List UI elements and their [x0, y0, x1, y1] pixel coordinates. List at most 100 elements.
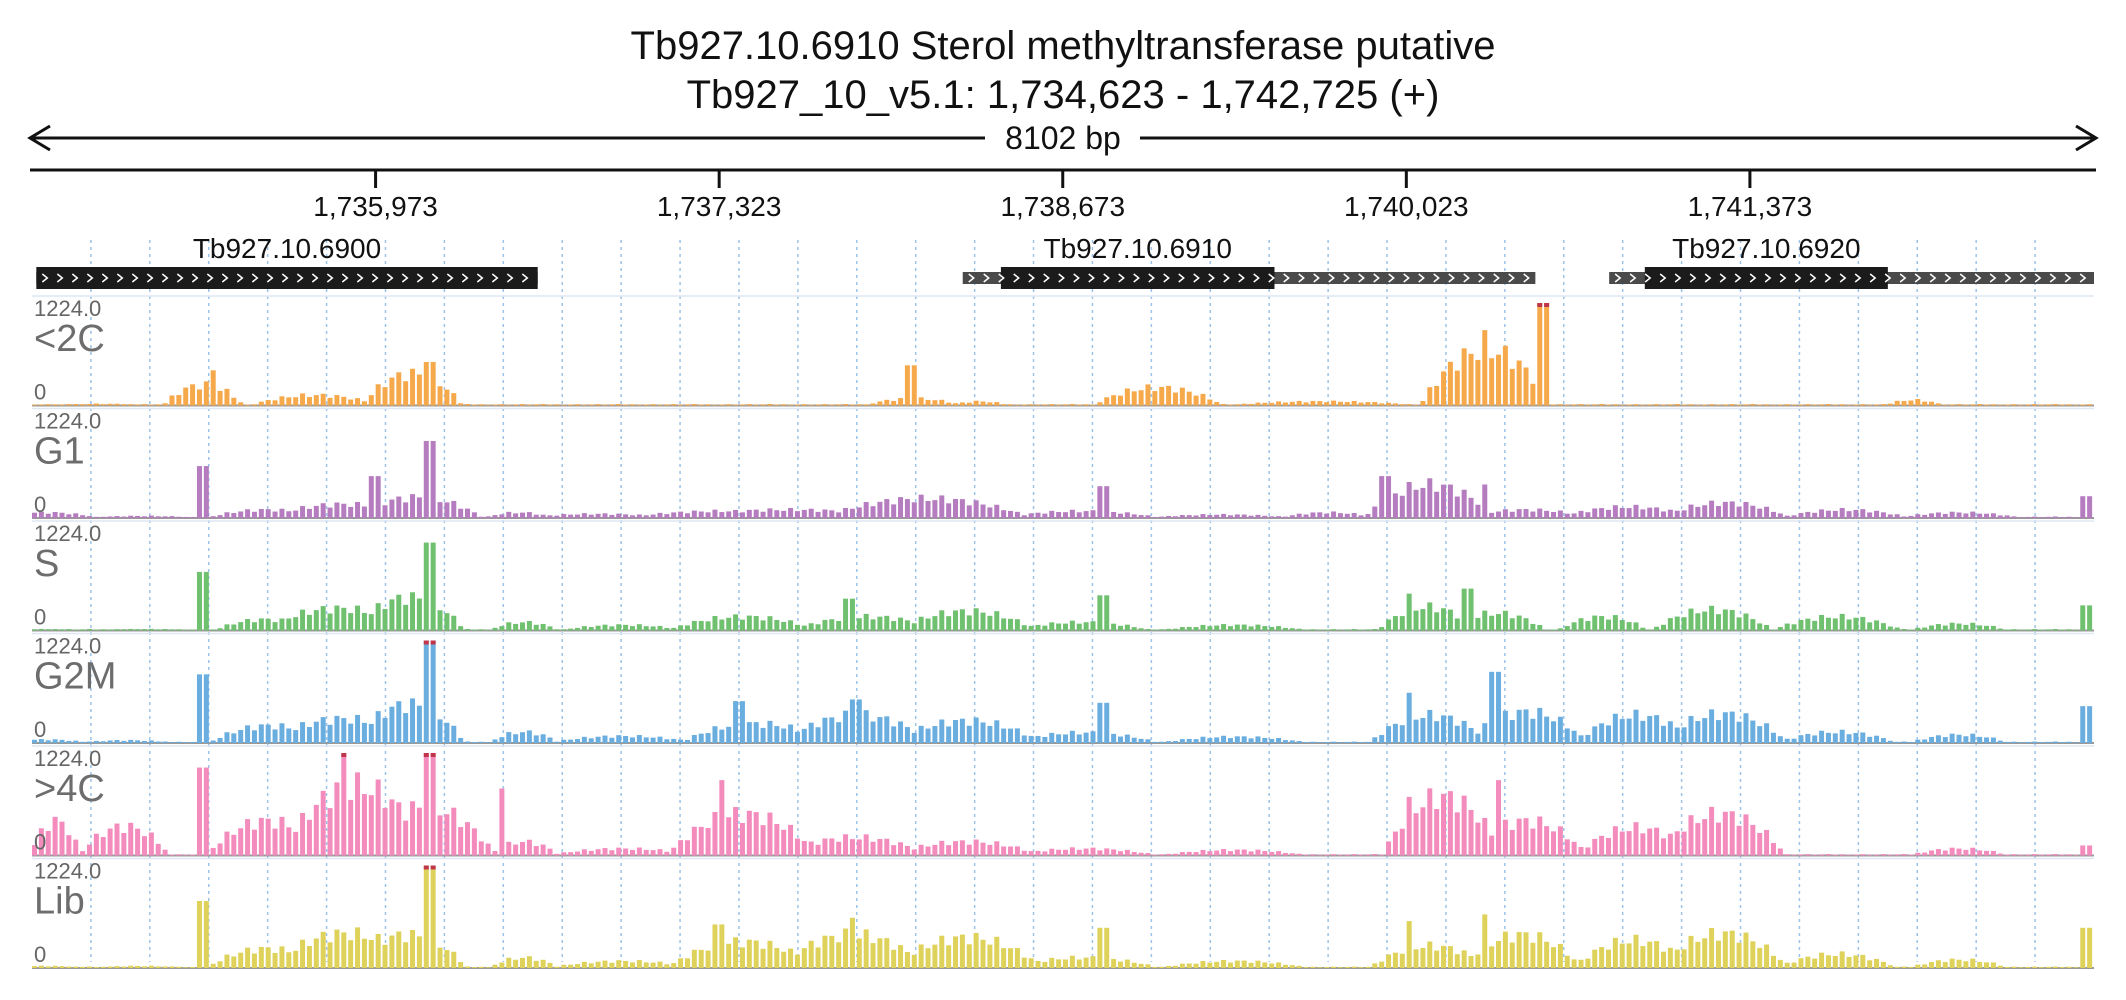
- coverage-bar: [52, 629, 58, 631]
- coverage-bar: [382, 387, 388, 406]
- coverage-bar: [767, 720, 773, 743]
- coverage-bar: [313, 610, 319, 631]
- coverage-bar: [93, 833, 99, 856]
- coverage-bar: [1344, 629, 1350, 631]
- coverage-bar: [1097, 702, 1103, 743]
- coverage-bar: [636, 735, 642, 743]
- coverage-bar: [801, 625, 807, 631]
- coverage-bar: [382, 944, 388, 968]
- coverage-bar: [1592, 838, 1598, 856]
- coverage-bar: [925, 846, 931, 856]
- coverage-bar: [1496, 354, 1502, 406]
- coverage-bar: [293, 617, 299, 631]
- coverage-bar: [1784, 623, 1790, 631]
- coverage-bar: [1537, 508, 1543, 518]
- coverage-bar: [554, 629, 560, 631]
- coverage-bar: [1083, 732, 1089, 743]
- strand-arrow: [1283, 273, 1290, 283]
- coverage-bar: [870, 403, 876, 406]
- coverage-bar: [1592, 404, 1598, 406]
- coverage-bar: [1241, 736, 1247, 743]
- strand-arrow: [206, 273, 214, 283]
- coverage-bar: [513, 844, 519, 856]
- strand-arrow: [1478, 273, 1485, 283]
- coverage-bar: [843, 710, 849, 743]
- coverage-bar: [1166, 741, 1172, 743]
- coverage-bar: [939, 719, 945, 743]
- coverage-bar: [540, 403, 546, 406]
- coverage-bar: [1592, 726, 1598, 743]
- coverage-bar: [1392, 952, 1398, 968]
- coverage-bar: [1131, 851, 1137, 856]
- coverage-bar: [506, 841, 512, 856]
- coverage-bar: [650, 514, 656, 518]
- coverage-bar: [794, 838, 800, 856]
- coverage-bar: [1530, 718, 1536, 743]
- strand-arrow: [1629, 273, 1637, 283]
- coverage-bar: [1894, 966, 1900, 968]
- coverage-bar: [52, 511, 58, 518]
- coverage-bar: [100, 516, 106, 518]
- coverage-bar: [1585, 958, 1591, 968]
- coverage-bar: [430, 542, 436, 631]
- coverage-bar: [45, 740, 51, 743]
- coverage-bar: [416, 705, 422, 743]
- coverage-bar: [1310, 400, 1316, 406]
- coverage-bar: [1014, 947, 1020, 968]
- coverage-bar: [251, 730, 257, 743]
- coverage-bar: [66, 835, 72, 856]
- coverage-bar: [678, 840, 684, 856]
- coverage-bar: [1104, 486, 1110, 518]
- coverage-bar: [1571, 730, 1577, 743]
- coverage-bar: [1530, 942, 1536, 968]
- strand-arrow: [1749, 273, 1757, 283]
- coverage-bar: [623, 514, 629, 518]
- coverage-bar: [1867, 736, 1873, 743]
- coverage-bar: [1612, 615, 1618, 631]
- coverage-bar: [1076, 849, 1082, 856]
- coverage-bar: [66, 404, 72, 406]
- coverage-bar: [1867, 512, 1873, 518]
- coverage-bar: [1186, 515, 1192, 518]
- coverage-bar: [1289, 740, 1295, 743]
- coverage-bar: [808, 404, 814, 406]
- coverage-bar: [698, 620, 704, 631]
- coverage-bar: [1640, 627, 1646, 631]
- coverage-bar: [361, 612, 367, 631]
- coverage-bar: [45, 629, 51, 631]
- coverage-bar: [272, 952, 278, 968]
- coverage-bar: [1599, 947, 1605, 968]
- coverage-bar: [1509, 368, 1515, 406]
- strand-arrow: [236, 273, 244, 283]
- coverage-bar: [863, 502, 869, 518]
- coverage-bar: [141, 629, 147, 631]
- coverage-bar: [1709, 806, 1715, 856]
- coverage-bar: [506, 511, 512, 518]
- coverage-bar: [128, 515, 134, 518]
- coverage-bar: [100, 629, 106, 631]
- coverage-bar: [1324, 402, 1330, 406]
- coverage-bar: [1124, 624, 1130, 631]
- coverage-bar: [911, 732, 917, 743]
- coverage-bar: [1296, 741, 1302, 743]
- coverage-bar: [2032, 516, 2038, 518]
- coverage-bar: [1042, 404, 1048, 406]
- coverage-bar: [107, 740, 113, 743]
- coverage-bar: [1042, 961, 1048, 968]
- coverage-bar: [1090, 404, 1096, 406]
- coverage-bar: [286, 397, 292, 406]
- coverage-bar: [1660, 951, 1666, 968]
- coverage-bar: [602, 848, 608, 856]
- coverage-bar: [726, 817, 732, 856]
- coverage-bar: [1839, 951, 1845, 968]
- coverage-bar: [334, 605, 340, 631]
- coverage-bar: [1131, 962, 1137, 968]
- coverage-bar: [616, 847, 622, 856]
- coverage-bar: [1379, 854, 1385, 856]
- coverage-bar: [1956, 623, 1962, 631]
- track-name-label: G1: [34, 431, 85, 473]
- coverage-bar: [162, 741, 168, 743]
- coverage-bar: [279, 946, 285, 968]
- coverage-bar: [279, 508, 285, 518]
